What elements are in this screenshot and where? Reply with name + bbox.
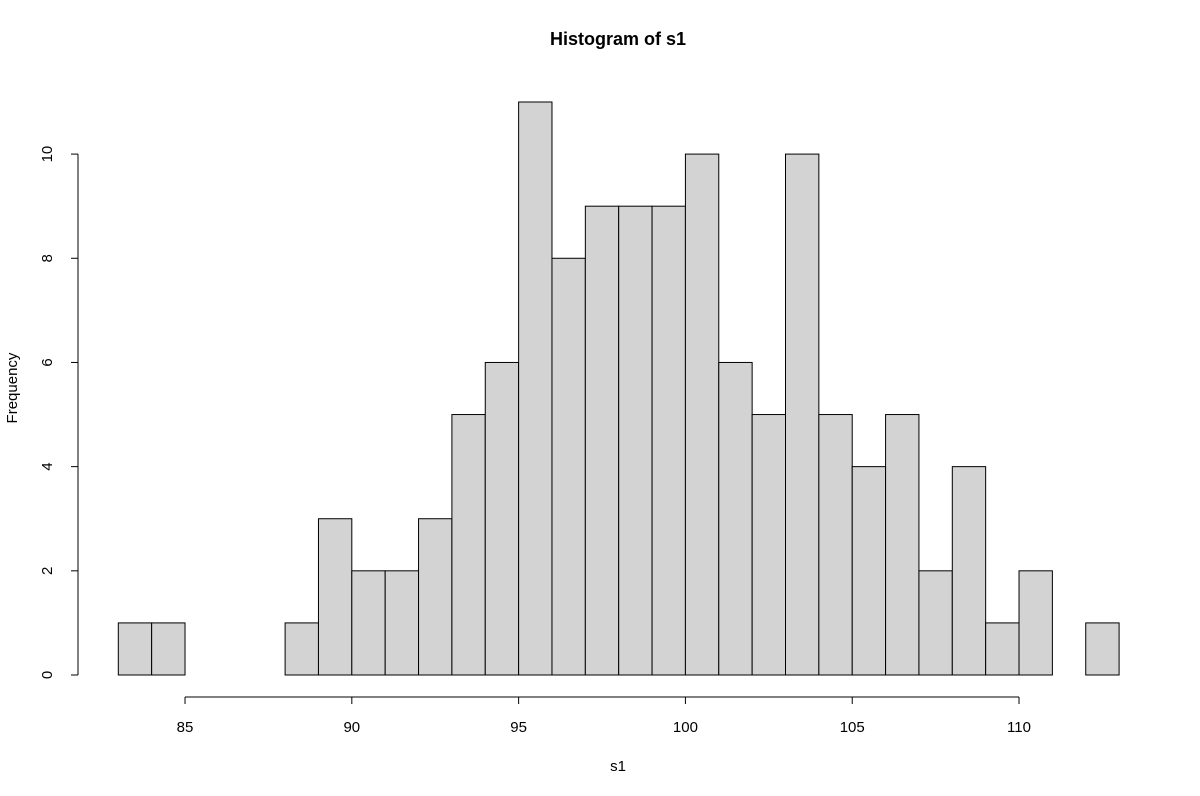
x-tick-label: 100 <box>673 719 698 736</box>
x-axis-label: s1 <box>610 758 626 775</box>
y-axis-label: Frequency <box>4 352 21 423</box>
y-tick-label: 2 <box>39 567 56 575</box>
bar <box>284 622 319 676</box>
bar <box>418 518 453 676</box>
x-tick-label: 110 <box>1007 719 1031 736</box>
bar <box>1085 622 1120 676</box>
y-tick-label: 8 <box>39 254 56 262</box>
bar <box>684 153 720 676</box>
bar <box>951 466 987 676</box>
bar <box>818 414 853 676</box>
x-tick-label: 90 <box>343 719 360 736</box>
bar <box>384 570 420 676</box>
bar <box>151 622 186 676</box>
bar <box>918 570 953 676</box>
y-tick-label: 10 <box>39 146 56 163</box>
bar <box>451 414 486 676</box>
bar <box>851 466 887 676</box>
x-tick-label: 95 <box>510 719 527 736</box>
bar <box>885 414 920 676</box>
bar <box>785 153 820 676</box>
bar <box>618 205 653 676</box>
x-tick-label: 85 <box>177 719 194 736</box>
bar <box>718 361 753 676</box>
bar <box>484 361 520 676</box>
bar <box>317 518 353 676</box>
y-tick-label: 4 <box>39 462 56 470</box>
y-tick-label: 6 <box>39 358 56 366</box>
bar <box>584 205 620 676</box>
x-tick-label: 105 <box>840 719 865 736</box>
bar <box>551 257 586 676</box>
bar <box>651 205 686 676</box>
bar <box>1018 570 1053 676</box>
bar <box>351 570 386 676</box>
bar <box>518 101 553 676</box>
chart-title: Histogram of s1 <box>550 29 686 49</box>
bar <box>117 622 153 676</box>
bar <box>985 622 1020 676</box>
y-tick-label: 0 <box>39 671 56 679</box>
bar <box>751 414 787 676</box>
